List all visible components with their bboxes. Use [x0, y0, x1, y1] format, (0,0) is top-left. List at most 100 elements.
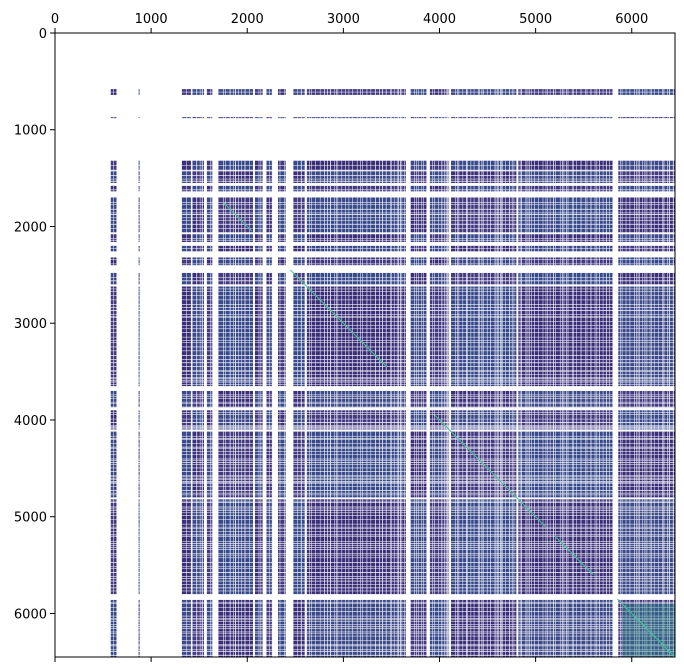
empty-column-gap — [196, 33, 198, 657]
empty-row-gap — [55, 165, 675, 166]
empty-row-gap — [55, 178, 675, 180]
empty-row-gap — [55, 189, 675, 191]
empty-column-gap — [547, 33, 548, 657]
heatmap-block — [429, 117, 450, 119]
heatmap-block — [429, 499, 450, 595]
empty-row-gap — [55, 502, 675, 503]
empty-column-gap — [249, 33, 250, 657]
heatmap-block — [278, 185, 286, 192]
heatmap-block — [293, 390, 305, 408]
empty-row-gap — [55, 580, 675, 582]
diagonal-segment — [290, 269, 387, 368]
empty-column-gap — [421, 33, 423, 657]
empty-row-gap — [55, 204, 675, 206]
heatmap-block — [518, 171, 613, 183]
heatmap-block — [429, 272, 450, 285]
empty-row-gap — [55, 528, 675, 529]
empty-column-gap — [637, 33, 639, 657]
empty-row-gap — [55, 284, 675, 285]
heatmap-block — [206, 117, 213, 119]
diagonal-segment — [554, 535, 594, 576]
empty-row-gap — [55, 607, 675, 608]
empty-row-gap — [55, 371, 675, 372]
empty-row-gap — [55, 299, 675, 301]
heatmap-block — [518, 410, 613, 430]
empty-row-gap — [55, 576, 675, 577]
empty-column-gap — [279, 33, 281, 657]
empty-row-gap — [55, 342, 675, 343]
empty-column-gap — [590, 33, 592, 657]
empty-row-gap — [55, 438, 675, 439]
heatmap-block — [192, 117, 204, 119]
heatmap-block — [306, 499, 406, 595]
x-tick-label: 6000 — [615, 12, 648, 27]
empty-column-gap — [653, 33, 655, 657]
empty-column-gap — [271, 33, 273, 657]
empty-column-gap — [446, 33, 448, 657]
empty-row-gap — [55, 306, 675, 308]
empty-column-gap — [324, 33, 325, 657]
empty-column-gap — [609, 33, 610, 657]
empty-column-gap — [509, 33, 510, 657]
y-tick-label: 0 — [39, 27, 47, 42]
empty-column-gap — [490, 33, 491, 657]
empty-row-gap — [55, 446, 675, 448]
empty-column-gap — [596, 33, 598, 657]
empty-row-gap — [55, 471, 675, 472]
empty-column-gap — [199, 33, 201, 657]
heatmap-block — [138, 390, 140, 408]
empty-row-gap — [55, 486, 675, 487]
empty-row-gap — [55, 288, 675, 290]
empty-column-gap — [379, 33, 380, 657]
empty-column-gap — [538, 33, 539, 657]
empty-row-gap — [55, 214, 675, 215]
empty-row-gap — [55, 490, 675, 491]
empty-row-gap — [55, 626, 675, 628]
empty-row-gap — [55, 566, 675, 568]
empty-row-gap — [55, 635, 675, 637]
empty-column-gap — [667, 33, 668, 657]
empty-row-gap — [55, 475, 675, 477]
empty-column-gap — [438, 33, 439, 657]
heatmap-block — [192, 171, 204, 183]
heatmap-block — [518, 286, 613, 387]
empty-column-gap — [497, 33, 498, 657]
empty-column-gap — [599, 33, 600, 657]
empty-row-gap — [55, 481, 675, 482]
empty-column-gap — [458, 33, 460, 657]
heatmap-block — [192, 499, 204, 595]
empty-row-gap — [55, 554, 675, 556]
empty-column-gap — [375, 33, 376, 657]
empty-row-gap — [55, 350, 675, 352]
heatmap-block — [138, 272, 140, 285]
empty-row-gap — [55, 584, 675, 585]
empty-row-gap — [55, 238, 675, 239]
empty-column-gap — [385, 33, 387, 657]
empty-column-gap — [417, 33, 419, 657]
y-tick-label: 6000 — [14, 607, 47, 622]
empty-column-gap — [521, 33, 522, 657]
empty-column-gap — [498, 33, 499, 657]
empty-column-gap — [602, 33, 604, 657]
empty-row-gap — [55, 531, 675, 532]
empty-column-gap — [345, 33, 346, 657]
heatmap-block — [138, 599, 140, 657]
heatmap-block — [410, 390, 427, 408]
empty-row-gap — [55, 370, 675, 371]
heatmap-block — [192, 185, 204, 192]
empty-column-gap — [494, 33, 496, 657]
empty-column-gap — [563, 33, 565, 657]
empty-row-gap — [55, 451, 675, 452]
empty-row-gap — [55, 428, 675, 430]
heatmap-block — [518, 272, 613, 285]
heatmap-block — [306, 390, 406, 408]
empty-column-gap — [473, 33, 475, 657]
heatmap-block — [410, 117, 427, 119]
heatmap-block — [293, 599, 305, 657]
empty-row-gap — [55, 325, 675, 326]
empty-column-gap — [649, 33, 651, 657]
empty-row-gap — [55, 519, 675, 520]
empty-row-gap — [55, 439, 675, 440]
empty-row-gap — [55, 381, 675, 383]
heatmap-block — [518, 117, 613, 119]
